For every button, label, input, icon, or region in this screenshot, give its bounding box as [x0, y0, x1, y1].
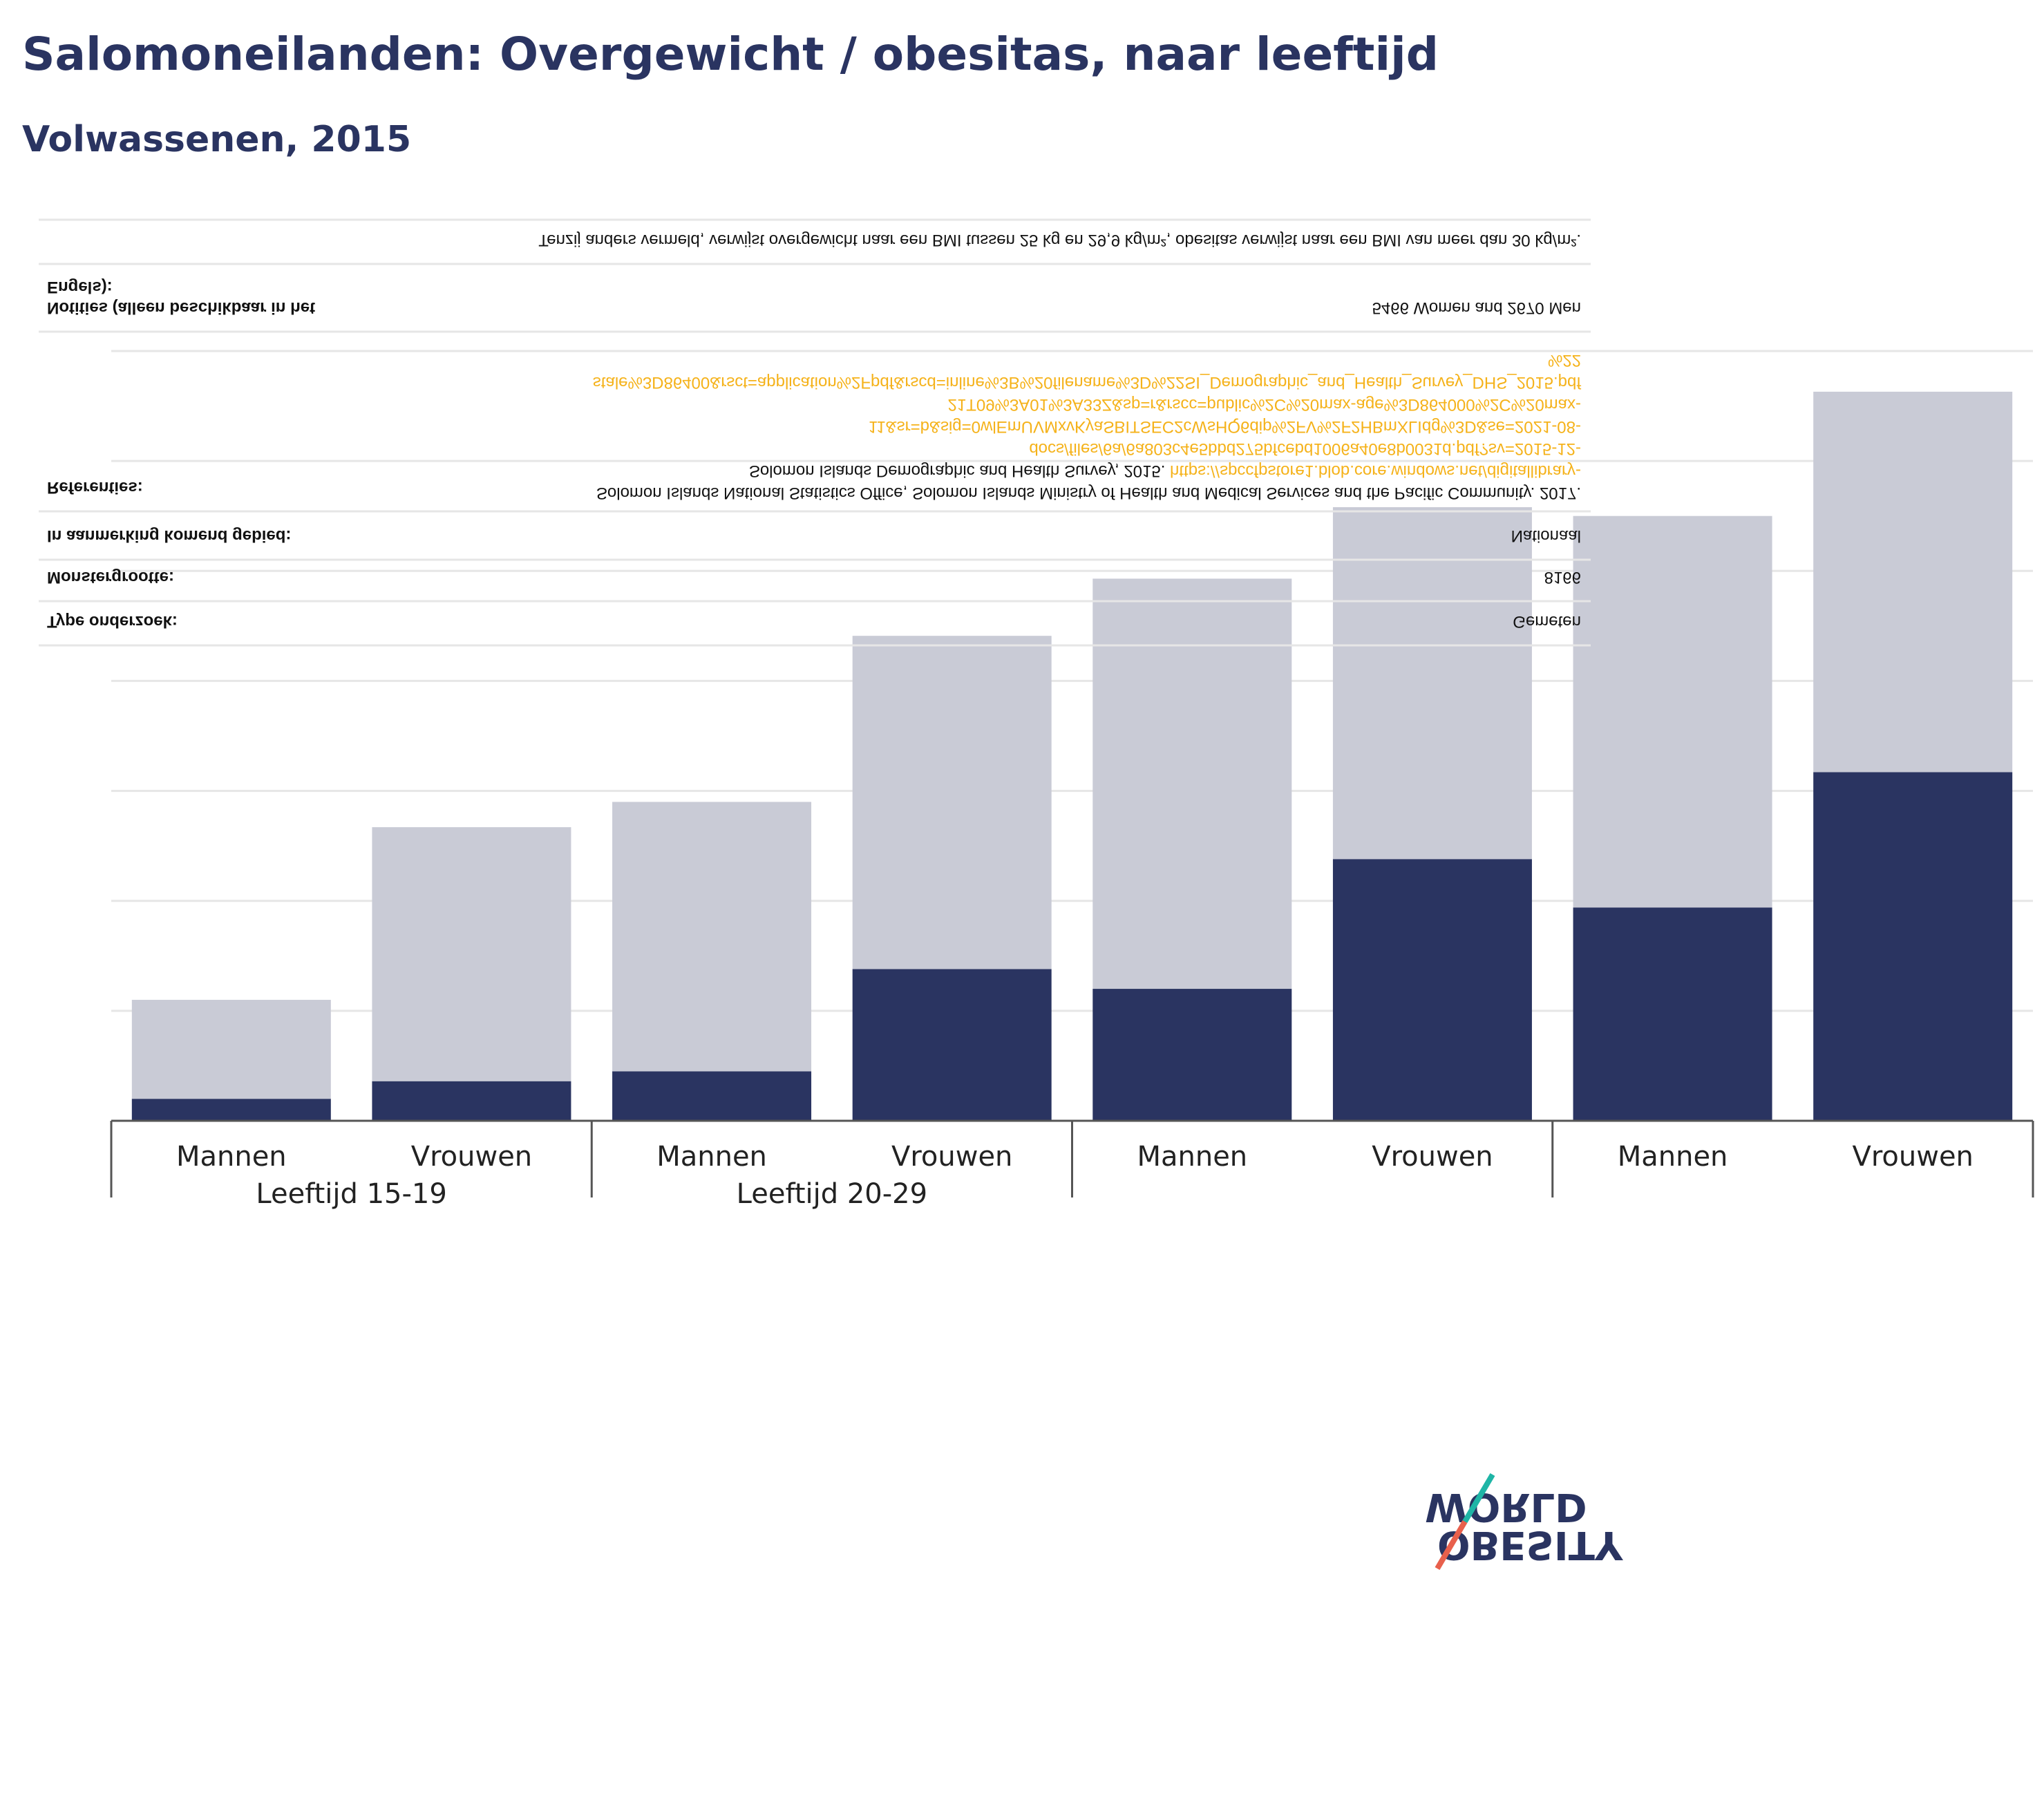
notes-label: Notities (alleen beschikbaar in het	[47, 299, 315, 317]
x-tick-label: Mannen	[1137, 1141, 1247, 1173]
reference-link: docs/files/6a/6a803c4e5bbd275bfcebd1006a…	[1029, 439, 1581, 458]
x-tick-label: Mannen	[1618, 1141, 1728, 1173]
bar-obesity	[1573, 907, 1772, 1121]
notes-label: In aanmerking komend gebied:	[47, 527, 291, 545]
notes-mirrored: Type onderzoek: Gemeten Monstergrootte: 816…	[39, 218, 1591, 647]
notes-table: Type onderzoek: Gemeten Monstergrootte: 816…	[39, 218, 1591, 647]
logo-slash-red	[1435, 1519, 1468, 1571]
chart-title: Salomoneilanden: Overgewicht / obesitas,…	[22, 28, 1439, 81]
bar-overweight	[1332, 506, 1532, 860]
bar-obesity	[1332, 859, 1532, 1121]
notes-label: Type onderzoek:	[47, 612, 178, 631]
bar-obesity	[1813, 772, 2013, 1121]
bar-overweight	[1092, 578, 1292, 990]
reference-link: %22	[1548, 351, 1581, 370]
notes-value: 8166	[1544, 568, 1581, 587]
logo-text-world: WORLD	[1425, 1484, 1587, 1529]
notes-value: Solomon Islands Demographic and Health S…	[749, 462, 1170, 480]
bar-obesity	[852, 969, 1052, 1121]
x-tick-label: Vrouwen	[411, 1141, 532, 1173]
bar-overweight	[1813, 391, 2013, 773]
reference-link: stale%3D86400&rsct=application%2Fpdf&rsc…	[593, 373, 1582, 392]
x-tick-label: Mannen	[176, 1141, 287, 1173]
x-tick-label: Mannen	[656, 1141, 767, 1173]
bars	[131, 391, 2013, 1121]
logo-slash-teal	[1462, 1473, 1495, 1524]
bar-overweight	[1573, 515, 1772, 908]
reference-link: 21T09%3A01%3A33Z&sp=r&rscc=public%2C%20m…	[948, 395, 1582, 414]
notes-value: Solomon Islands Demographic and Health S…	[749, 462, 1581, 480]
bar-obesity	[612, 1071, 812, 1121]
x-tick-label: Vrouwen	[1372, 1141, 1493, 1173]
notes-value: 5466 Women and 2670 Men	[1372, 299, 1581, 317]
logo-text-obesity: OBESITY	[1437, 1522, 1624, 1567]
notes-value: Nationaal	[1511, 527, 1581, 545]
bar-overweight	[372, 827, 571, 1081]
bar-obesity	[372, 1081, 571, 1121]
notes-label: Monstergrootte:	[47, 568, 174, 587]
notes-value: Tenzij anders vermeld, verwijst overgewi…	[538, 231, 1581, 249]
bar-overweight	[131, 999, 331, 1099]
notes-label: Engels):	[47, 278, 113, 296]
x-tick-label: Vrouwen	[1852, 1141, 1973, 1173]
x-axis: Mannen Vrouwen Mannen Vrouwen Mannen Vrouwen M…	[110, 1119, 2034, 1210]
x-tick-label: Vrouwen	[891, 1141, 1012, 1173]
notes-value: Gemeten	[1513, 612, 1581, 631]
reference-link[interactable]: https://spccfpstore1.blob.core.windows.n…	[1170, 462, 1581, 480]
group-label: Leeftijd 15-19	[256, 1178, 446, 1210]
chart-subtitle: Volwassenen, 2015	[22, 119, 412, 160]
bar-obesity	[131, 1099, 331, 1121]
notes-label: Referenties:	[47, 478, 143, 497]
bar-overweight	[852, 636, 1052, 969]
bar-obesity	[1092, 989, 1292, 1121]
bar-overweight	[612, 802, 812, 1072]
reference-link: 11&sr=b&sig=0wlEmUVMxvKyaSBITSEC2cWsHQ6d…	[869, 417, 1581, 436]
group-label: Leeftijd 20-29	[737, 1178, 927, 1210]
notes-value: Solomon Islands National Statistics Offi…	[596, 484, 1581, 502]
